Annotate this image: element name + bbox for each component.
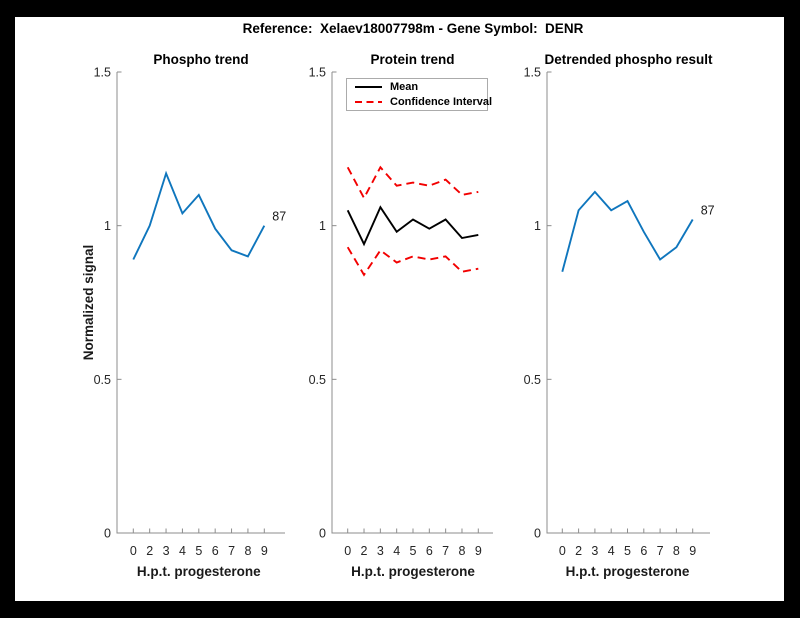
x-tick-label: 0 (130, 544, 137, 558)
legend-label-mean: Mean (390, 80, 419, 93)
x-tick-label: 9 (689, 544, 696, 558)
y-axis-label: Normalized signal (81, 245, 96, 361)
x-tick-label: 8 (244, 544, 251, 558)
x-tick-label: 2 (146, 544, 153, 558)
series-line (561, 190, 694, 273)
x-tick-label: 8 (458, 544, 465, 558)
y-tick-label: 1 (319, 219, 326, 233)
x-tick-label: 0 (344, 544, 351, 558)
x-tick-label: 4 (393, 544, 400, 558)
subplot-title: Detrended phospho result (544, 52, 713, 67)
series-line (132, 170, 266, 260)
x-axis-label: H.p.t. progesterone (351, 564, 475, 579)
x-tick-label: 2 (575, 544, 582, 558)
y-tick-label: 0.5 (524, 373, 541, 387)
x-tick-label: 3 (377, 544, 384, 558)
x-tick-label: 5 (410, 544, 417, 558)
x-tick-label: 7 (228, 544, 235, 558)
x-tick-label: 7 (657, 544, 664, 558)
series-end-count-label: 87 (701, 204, 715, 218)
y-tick-label: 0 (319, 527, 326, 541)
y-tick-label: 1 (534, 219, 541, 233)
axis-lines (116, 72, 285, 534)
x-tick-label: 6 (426, 544, 433, 558)
x-axis-label: H.p.t. progesterone (566, 564, 690, 579)
x-axis-label: H.p.t. progesterone (137, 564, 261, 579)
x-tick-label: 3 (591, 544, 598, 558)
y-tick-label: 1.5 (94, 66, 111, 80)
axis-lines (546, 72, 710, 534)
y-tick-label: 0 (534, 527, 541, 541)
y-tick-label: 1.5 (309, 66, 326, 80)
x-tick-label: 6 (212, 544, 219, 558)
subplot-title: Protein trend (370, 52, 454, 67)
y-tick-label: 1.5 (524, 66, 541, 80)
figure-canvas (15, 17, 784, 601)
y-tick-label: 0 (104, 527, 111, 541)
x-tick-label: 7 (442, 544, 449, 558)
x-tick-label: 9 (475, 544, 482, 558)
legend-label-confidence-interval: Confidence Interval (390, 95, 493, 108)
series-line (346, 205, 479, 247)
y-tick-label: 0.5 (309, 373, 326, 387)
x-tick-label: 8 (673, 544, 680, 558)
legend-entry-confidence-interval: Confidence Interval (347, 96, 492, 109)
x-tick-label: 4 (608, 544, 615, 558)
x-tick-label: 9 (261, 544, 268, 558)
x-tick-label: 0 (559, 544, 566, 558)
confidence-interval-line-sample-icon (355, 101, 382, 103)
y-tick-label: 0.5 (94, 373, 111, 387)
series-line (346, 165, 479, 201)
x-tick-label: 4 (179, 544, 186, 558)
x-tick-label: 5 (195, 544, 202, 558)
series-end-count-label: 87 (272, 210, 286, 224)
x-tick-label: 6 (640, 544, 647, 558)
subplot-title: Phospho trend (153, 52, 248, 67)
axis-lines (331, 72, 493, 534)
x-tick-label: 3 (163, 544, 170, 558)
x-tick-label: 2 (361, 544, 368, 558)
mean-line-sample-icon (355, 86, 382, 88)
legend-box: Mean Confidence Interval (346, 78, 492, 111)
legend-entry-mean: Mean (347, 81, 487, 94)
figure-title: Reference: Xelaev18007798m - Gene Symbol… (242, 21, 584, 36)
x-tick-label: 5 (624, 544, 631, 558)
series-line (346, 246, 479, 277)
y-tick-label: 1 (104, 219, 111, 233)
